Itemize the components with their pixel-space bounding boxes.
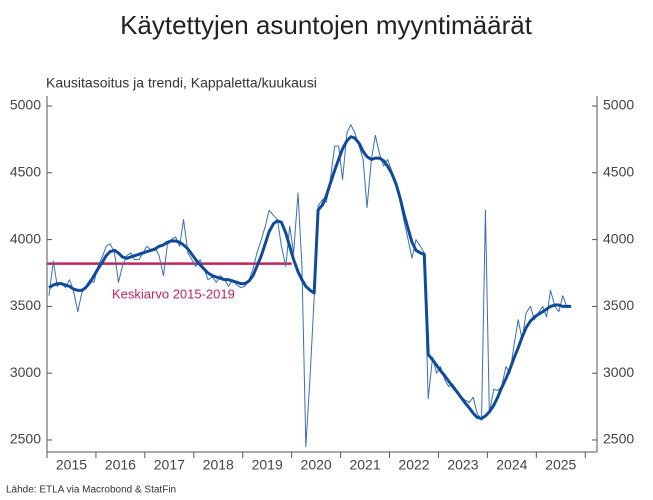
x-tick-label: 2016 — [105, 457, 136, 473]
y-tick-label: 3500 — [10, 297, 41, 313]
y-tick-label: 3000 — [10, 364, 41, 380]
x-tick-label: 2023 — [447, 457, 478, 473]
x-tick-label: 2022 — [398, 457, 429, 473]
y-tick-label: 5000 — [10, 97, 41, 113]
y2-tick-label: 5000 — [603, 97, 634, 113]
y-tick-label: 4000 — [10, 230, 41, 246]
annotation-label: Keskiarvo 2015-2019 — [112, 286, 235, 301]
x-tick-label: 2019 — [252, 457, 283, 473]
chart-title: Käytettyjen asuntojen myyntimäärät — [120, 10, 533, 40]
chart-subtitle: Kausitasoitus ja trendi, Kappaletta/kuuk… — [46, 75, 317, 91]
x-tick-label: 2018 — [203, 457, 234, 473]
x-tick-label: 2015 — [56, 457, 87, 473]
y2-tick-label: 4500 — [603, 164, 634, 180]
y-tick-label: 2500 — [10, 431, 41, 447]
x-tick-label: 2024 — [496, 457, 527, 473]
x-tick-label: 2025 — [545, 457, 576, 473]
x-tick-label: 2020 — [301, 457, 332, 473]
source: Lähde: ETLA via Macrobond & StatFin — [6, 485, 176, 496]
series-line — [48, 135, 572, 421]
series-line — [48, 124, 572, 448]
y2-tick-label: 3000 — [603, 364, 634, 380]
x-tick-label: 2017 — [154, 457, 185, 473]
y2-tick-label: 3500 — [603, 297, 634, 313]
y2-tick-label: 2500 — [603, 431, 634, 447]
y-tick-label: 4500 — [10, 164, 41, 180]
x-tick-label: 2021 — [349, 457, 380, 473]
y2-tick-label: 4000 — [603, 230, 634, 246]
